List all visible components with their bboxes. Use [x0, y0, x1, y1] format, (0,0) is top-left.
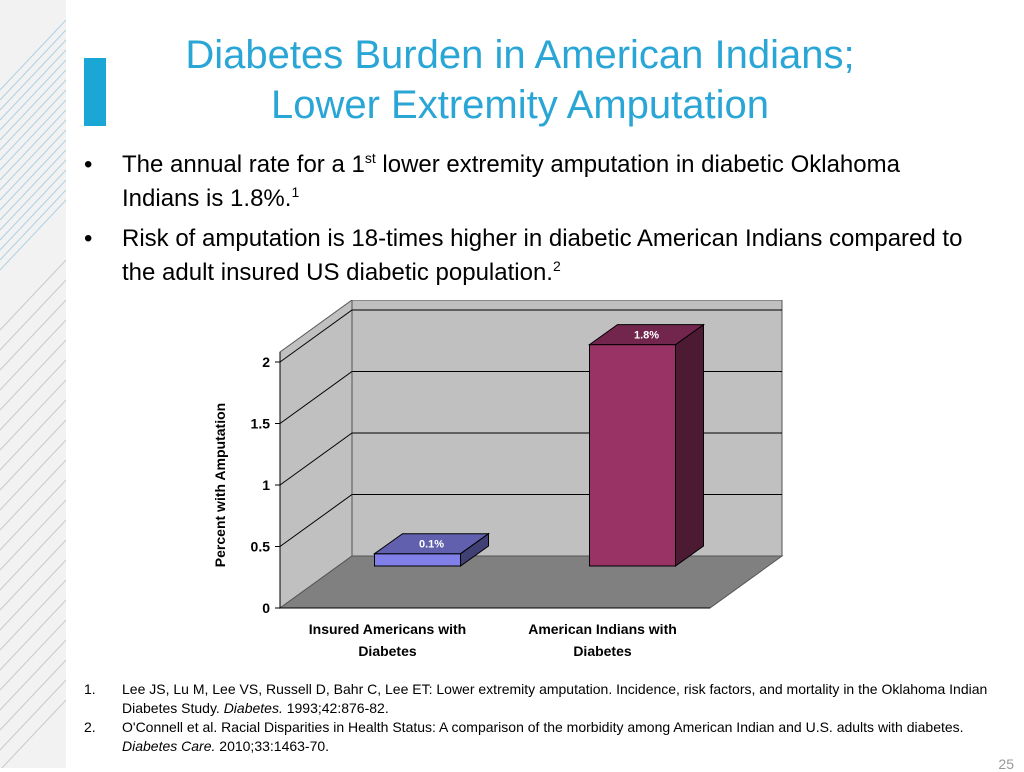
accent-bar [84, 58, 106, 126]
slide-title: Diabetes Burden in American Indians; Low… [100, 30, 940, 130]
bar-top [587, 324, 706, 346]
reference-text: Lee JS, Lu M, Lee VS, Russell D, Bahr C,… [122, 681, 988, 716]
reference-list: 1. Lee JS, Lu M, Lee VS, Russell D, Bahr… [84, 680, 1019, 756]
x-axis-labels: Insured Americans with Diabetes American I… [309, 621, 677, 659]
chart-floor [278, 555, 784, 609]
reference-journal: Diabetes Care. [122, 738, 216, 754]
bullet-superscript: st [364, 150, 376, 166]
y-tick-label: 2 [262, 354, 270, 370]
bullet-ref: 2 [552, 258, 561, 274]
bullet-marker: • [84, 225, 93, 252]
bars: 0.1% 1.8% [372, 323, 706, 567]
bar-front [589, 344, 676, 567]
x-category-label: Diabetes [573, 643, 632, 659]
reference-text: O'Connell et al. Racial Disparities in H… [122, 719, 964, 735]
title-line-2: Lower Extremity Amputation [271, 83, 769, 127]
reference-item: 1. Lee JS, Lu M, Lee VS, Russell D, Bahr… [84, 680, 1019, 718]
bar-data-label: 1.8% [634, 330, 659, 342]
reference-citation: 1993;42:876-82. [282, 700, 389, 716]
reference-item: 2. O'Connell et al. Racial Disparities i… [84, 718, 1019, 756]
bullet-ref: 1 [291, 184, 300, 200]
reference-citation: 2010;33:1463-70. [215, 738, 330, 754]
x-category-label: Insured Americans with [309, 621, 466, 637]
chart-back-wall [351, 299, 783, 557]
bullet-text-cont: lower extremity amputation in diabetic O… [122, 151, 900, 212]
y-tick-label: 0.5 [251, 539, 271, 555]
bullet-text: The annual rate for a 1 [122, 151, 365, 178]
bullet-marker: • [84, 151, 93, 178]
y-axis-label: Percent with Amputation [212, 403, 228, 567]
y-axis-ticks: 0 0.5 1 1.5 2 [251, 352, 710, 616]
chart-side-wall [279, 299, 353, 609]
y-tick-label: 0 [262, 600, 270, 616]
x-category-label: American Indians with [528, 621, 677, 637]
y-tick-label: 1.5 [251, 416, 271, 432]
x-category-label: Diabetes [358, 643, 417, 659]
title-line-1: Diabetes Burden in American Indians; [185, 33, 855, 77]
decorative-side-pattern [0, 0, 66, 768]
bullet-list: • The annual rate for a 1st lower extrem… [80, 148, 980, 296]
y-tick-label: 1 [262, 477, 270, 493]
bullet-text: Risk of amputation is 18-times higher in… [122, 225, 963, 286]
page-number: 25 [998, 756, 1014, 772]
bar-top [372, 533, 491, 555]
gridline [279, 309, 782, 363]
bullet-item: • Risk of amputation is 18-times higher … [80, 222, 980, 290]
reference-number: 1. [84, 681, 96, 697]
bullet-item: • The annual rate for a 1st lower extrem… [80, 148, 980, 216]
bar-data-label: 0.1% [419, 539, 444, 551]
chart-svg: 0 0.5 1 1.5 2 0.1% 1.8% Insured Americans wit… [212, 299, 784, 659]
bar-side [675, 323, 704, 567]
bar-front [374, 553, 461, 567]
reference-number: 2. [84, 719, 96, 735]
reference-journal: Diabetes. [223, 700, 283, 716]
bar-chart: 0 0.5 1 1.5 2 0.1% 1.8% Insured Americans wit… [200, 299, 800, 670]
